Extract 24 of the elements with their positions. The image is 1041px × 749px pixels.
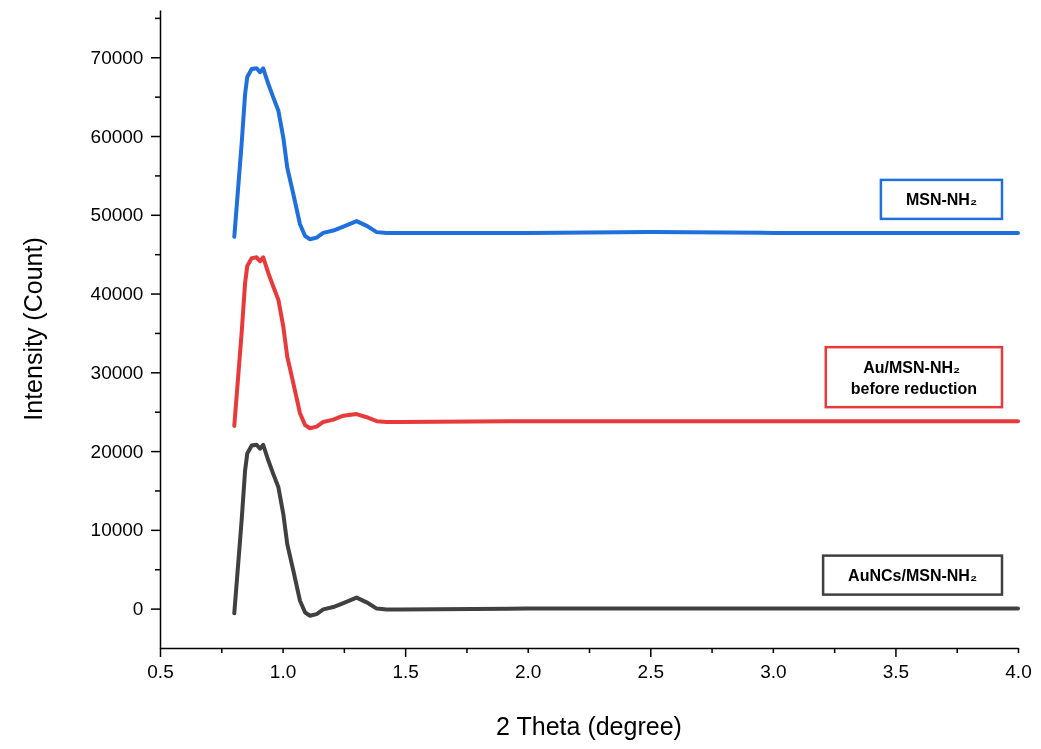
x-axis-title: 2 Theta (degree) <box>496 712 682 740</box>
x-tick-label: 2.5 <box>637 660 664 682</box>
line-series <box>232 255 1020 431</box>
series-label: AuNCs/MSN-NH₂ <box>848 567 977 585</box>
y-tick-label: 0 <box>132 598 144 620</box>
x-tick-label: 2.0 <box>515 660 542 682</box>
y-tick-label: 70000 <box>90 46 144 68</box>
x-tick-label: 4.0 <box>1005 660 1032 682</box>
y-tick-label: 20000 <box>90 440 144 462</box>
x-tick-label: 1.0 <box>269 660 297 682</box>
x-tick-label: 1.5 <box>392 660 419 682</box>
x-tick-label: 3.5 <box>882 660 910 682</box>
y-tick-label: 30000 <box>90 361 144 383</box>
x-tick-label: 0.5 <box>147 660 174 682</box>
series-label: Au/MSN-NH₂ before reduction <box>850 358 977 397</box>
y-axis-title: Intensity (Count) <box>19 237 47 421</box>
line-series <box>232 66 1020 242</box>
y-tick-label: 40000 <box>90 283 144 305</box>
series-label: MSN-NH₂ <box>905 191 977 209</box>
y-tick-label: 10000 <box>90 519 144 541</box>
y-tick-label: 50000 <box>90 204 144 226</box>
x-tick-label: 3.0 <box>760 660 787 682</box>
line-series <box>232 442 1020 618</box>
y-tick-label: 60000 <box>90 125 144 147</box>
